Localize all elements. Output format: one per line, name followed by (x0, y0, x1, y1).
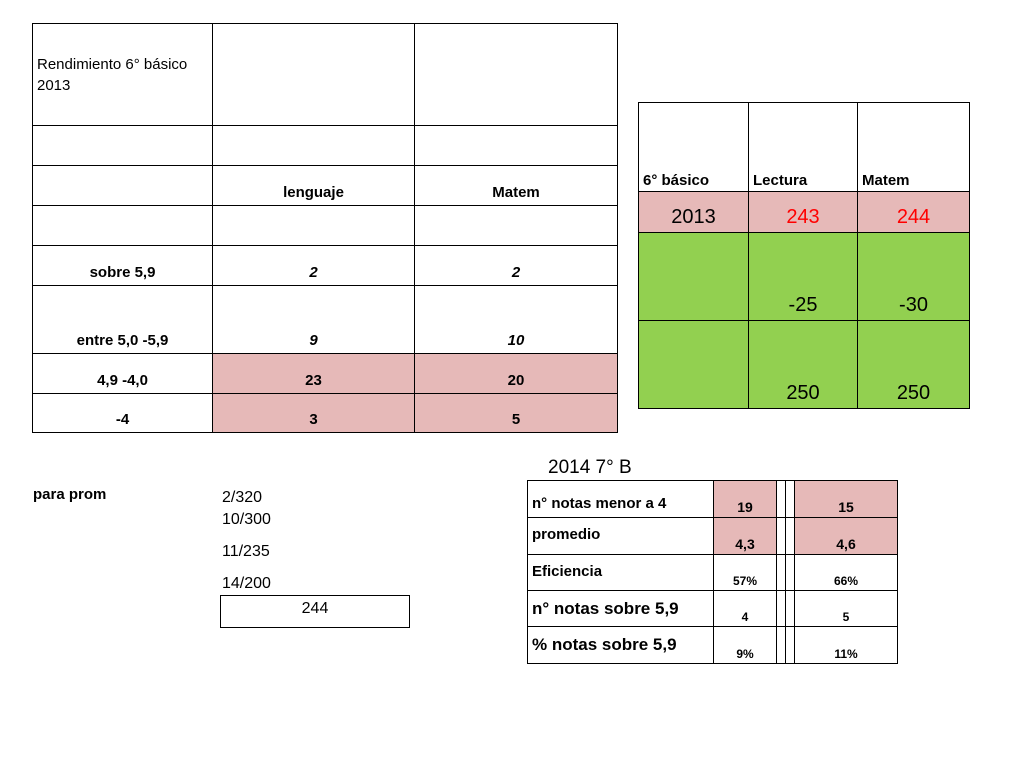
prom-value: 2/320 (222, 489, 263, 506)
table-row: n° notas sobre 5,9 4 5 (527, 590, 898, 627)
header-matem: Matem (857, 102, 970, 192)
table-row: entre 5,0 -5,9 9 10 (32, 285, 618, 354)
rendimiento-table: Rendimiento 6° básico 2013 lenguaje Mate… (32, 23, 618, 433)
table1-empty-cell (212, 23, 415, 126)
divider-cell (785, 590, 795, 627)
prom-value: 14/200 (222, 575, 271, 592)
table1-empty-cell (212, 125, 415, 166)
header-lenguaje: lenguaje (212, 165, 415, 206)
cell-a: 57% (713, 554, 777, 591)
cell-a: 9% (713, 626, 777, 664)
divider-cell (776, 517, 786, 555)
matem-diff-value: -30 (857, 232, 970, 321)
divider-cell (785, 517, 795, 555)
header-matem: Matem (414, 165, 618, 206)
cell-lenguaje: 2 (212, 245, 415, 286)
table3-title: 2014 7° B (548, 457, 632, 478)
row-label: 4,9 -4,0 (32, 353, 213, 394)
table1-empty-cell (414, 23, 618, 126)
header-lectura: Lectura (748, 102, 858, 192)
divider-cell (785, 554, 795, 591)
matem-target-value: 250 (857, 320, 970, 409)
table-row: promedio 4,3 4,6 (527, 517, 898, 555)
green-empty-cell (638, 320, 749, 409)
table-row: % notas sobre 5,9 9% 11% (527, 626, 898, 664)
cell-lenguaje: 9 (212, 285, 415, 354)
cell-b: 66% (794, 554, 898, 591)
year-2013-label: 2013 (638, 191, 749, 233)
cell-b: 15 (794, 480, 898, 518)
cell-b: 5 (794, 590, 898, 627)
table1-title: Rendimiento 6° básico 2013 (32, 23, 213, 126)
prom-value: 10/300 (222, 511, 271, 528)
divider-cell (776, 626, 786, 664)
prom-values: 2/320 10/300 11/235 14/200 (222, 486, 271, 596)
cell-b: 11% (794, 626, 898, 664)
table1-empty-cell (32, 125, 213, 166)
cell-a: 4 (713, 590, 777, 627)
cell-b: 4,6 (794, 517, 898, 555)
lectura-2013-value: 243 (748, 191, 858, 233)
divider-cell (785, 480, 795, 518)
row-label: % notas sobre 5,9 (527, 626, 714, 664)
cell-matem: 2 (414, 245, 618, 286)
table1-empty-cell (414, 205, 618, 246)
row-label: promedio (527, 517, 714, 555)
matem-2013-value: 244 (857, 191, 970, 233)
table-row: 4,9 -4,0 23 20 (32, 353, 618, 394)
cell-lenguaje: 23 (212, 353, 415, 394)
row-label: n° notas menor a 4 (527, 480, 714, 518)
cell-a: 19 (713, 480, 777, 518)
green-empty-cell (638, 232, 749, 321)
table1-empty-cell (414, 125, 618, 166)
prom-result-box: 244 (220, 595, 410, 628)
row-label: entre 5,0 -5,9 (32, 285, 213, 354)
year-2014-table: n° notas menor a 4 19 15 promedio 4,3 4,… (527, 480, 898, 664)
prom-value: 11/235 (222, 543, 270, 560)
divider-cell (776, 554, 786, 591)
row-label: n° notas sobre 5,9 (527, 590, 714, 627)
cell-matem: 20 (414, 353, 618, 394)
cell-matem: 10 (414, 285, 618, 354)
divider-cell (785, 626, 795, 664)
comparison-table: 6° básico Lectura Matem 2013 243 244 -25… (638, 102, 970, 409)
lectura-diff-value: -25 (748, 232, 858, 321)
row-label: sobre 5,9 (32, 245, 213, 286)
cell-a: 4,3 (713, 517, 777, 555)
cell-matem: 5 (414, 393, 618, 433)
row-label: Eficiencia (527, 554, 714, 591)
lectura-target-value: 250 (748, 320, 858, 409)
table1-empty-cell (32, 205, 213, 246)
table1-empty-cell (212, 205, 415, 246)
row-label: -4 (32, 393, 213, 433)
divider-cell (776, 590, 786, 627)
cell-lenguaje: 3 (212, 393, 415, 433)
header-6-basico: 6° básico (638, 102, 749, 192)
para-prom-label: para prom (33, 486, 107, 503)
table-row: n° notas menor a 4 19 15 (527, 480, 898, 518)
table-row: Eficiencia 57% 66% (527, 554, 898, 591)
table-row: sobre 5,9 2 2 (32, 245, 618, 286)
table-row: -4 3 5 (32, 393, 618, 433)
divider-cell (776, 480, 786, 518)
table1-empty-cell (32, 165, 213, 206)
